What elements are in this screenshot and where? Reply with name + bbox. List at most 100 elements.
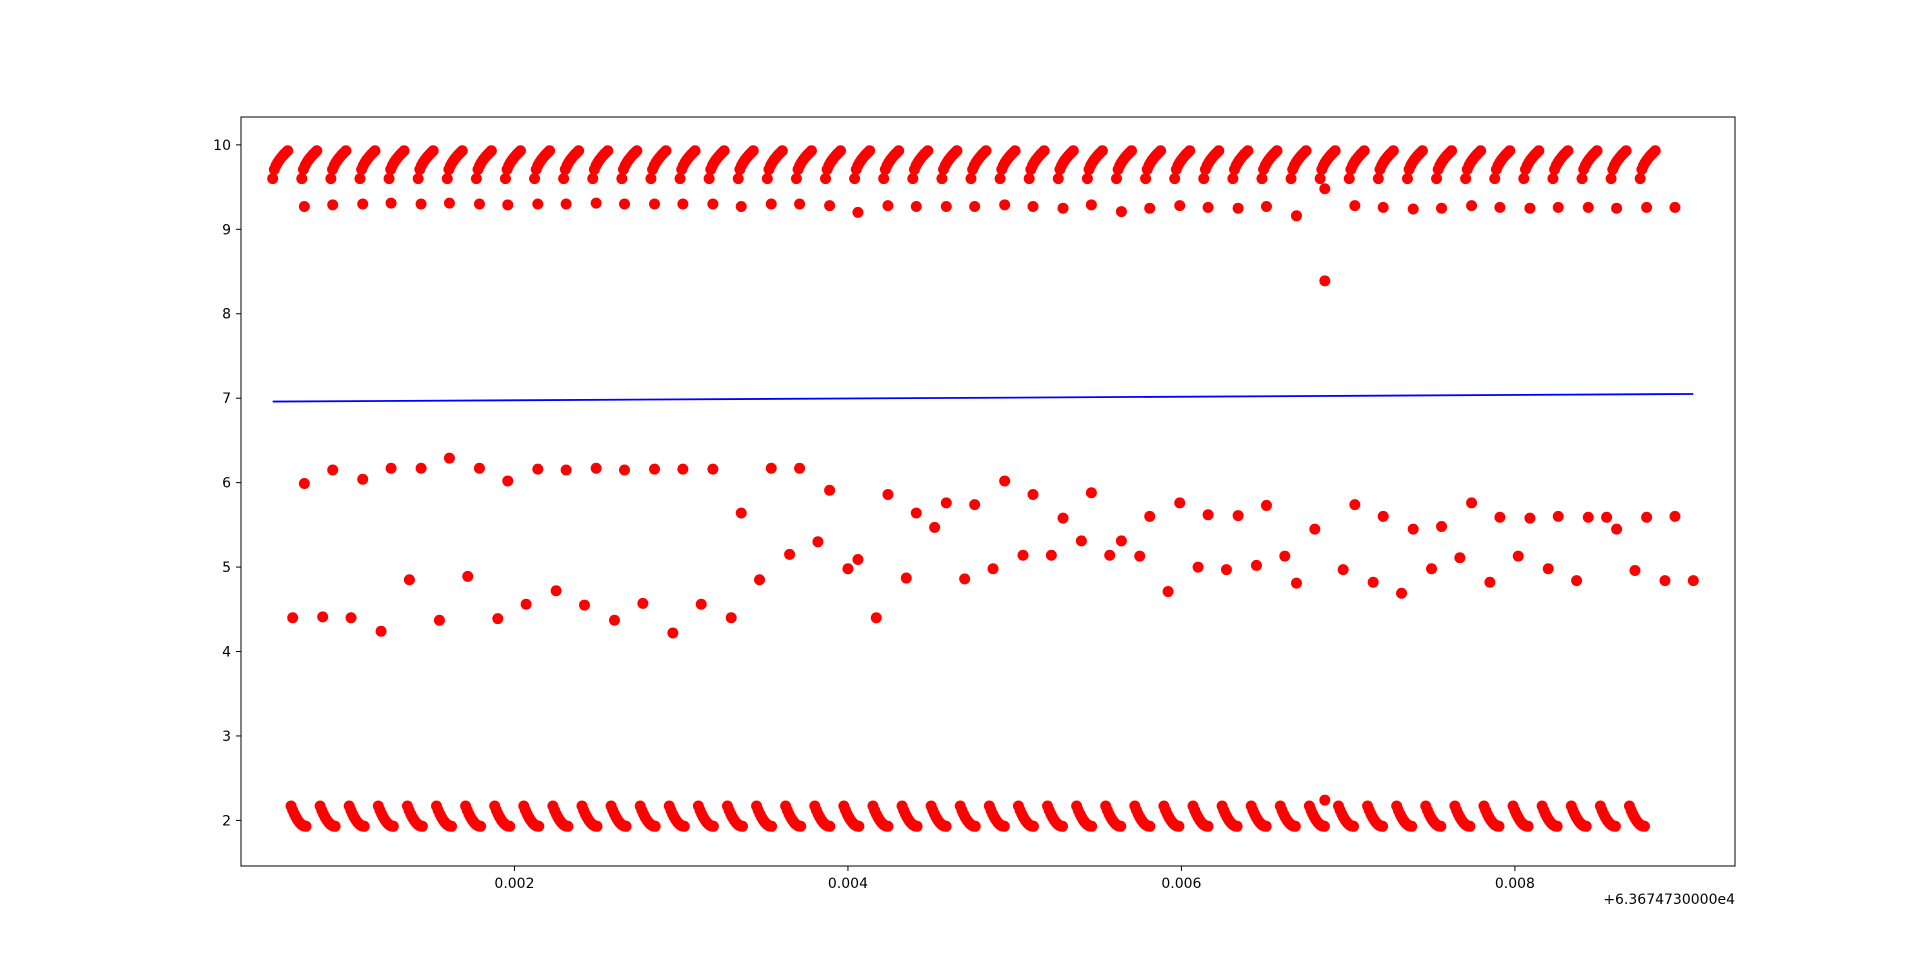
- data-point: [1669, 510, 1681, 522]
- data-point: [1319, 275, 1331, 287]
- data-point: [678, 820, 690, 832]
- data-point: [1337, 564, 1349, 576]
- data-point: [532, 463, 544, 475]
- data-point: [502, 475, 514, 487]
- data-point: [645, 173, 657, 185]
- data-point: [1372, 173, 1384, 185]
- data-point: [707, 820, 719, 832]
- data-point: [1436, 202, 1448, 214]
- data-point: [1319, 183, 1331, 195]
- data-point: [1038, 145, 1050, 157]
- data-point: [999, 199, 1011, 211]
- data-point: [765, 198, 777, 210]
- data-point: [940, 497, 952, 509]
- data-point: [462, 570, 474, 582]
- data-point: [754, 574, 766, 586]
- data-point: [267, 173, 279, 185]
- data-point: [998, 820, 1010, 832]
- data-point: [533, 820, 545, 832]
- data-point: [1057, 202, 1069, 214]
- data-point: [1125, 145, 1137, 157]
- data-point: [573, 145, 585, 157]
- data-point: [1466, 497, 1478, 509]
- data-point: [1542, 563, 1554, 575]
- data-point: [385, 197, 397, 209]
- data-point: [853, 820, 865, 832]
- data-point: [473, 198, 485, 210]
- data-point: [532, 198, 544, 210]
- data-point: [1202, 201, 1214, 213]
- data-point: [893, 145, 905, 157]
- data-point: [473, 462, 485, 474]
- data-point: [1318, 820, 1330, 832]
- data-point: [910, 201, 922, 213]
- data-point: [1169, 173, 1181, 185]
- data-point: [1045, 549, 1057, 561]
- data-point: [1115, 206, 1127, 218]
- data-point: [824, 820, 836, 832]
- data-point: [1052, 173, 1064, 185]
- data-point: [689, 145, 701, 157]
- data-point: [298, 201, 310, 213]
- data-point: [590, 462, 602, 474]
- data-point: [456, 145, 468, 157]
- data-point: [936, 173, 948, 185]
- data-point: [1009, 145, 1021, 157]
- data-point: [1256, 173, 1268, 185]
- data-point: [340, 145, 352, 157]
- data-point: [1349, 200, 1361, 212]
- data-point: [1081, 173, 1093, 185]
- data-point: [1629, 564, 1641, 576]
- data-point: [1466, 200, 1478, 212]
- data-point: [1518, 173, 1530, 185]
- data-point: [1396, 587, 1408, 599]
- data-point: [562, 820, 574, 832]
- data-point: [951, 145, 963, 157]
- y-axis: 2 3 4 5 6 7 8 9 10: [213, 138, 241, 829]
- data-point: [443, 197, 455, 209]
- data-point: [1220, 564, 1232, 576]
- data-point: [403, 574, 415, 586]
- data-point: [1454, 552, 1466, 564]
- data-point: [354, 173, 366, 185]
- data-point: [446, 820, 458, 832]
- data-point: [560, 198, 572, 210]
- data-point: [695, 598, 707, 610]
- y-tick-label: 4: [222, 645, 231, 661]
- data-point: [1533, 145, 1545, 157]
- data-point: [560, 464, 572, 476]
- data-point: [677, 463, 689, 475]
- data-point: [1289, 820, 1301, 832]
- data-point: [387, 820, 399, 832]
- data-point: [1027, 820, 1039, 832]
- data-point: [1192, 561, 1204, 573]
- data-point: [1494, 201, 1506, 213]
- data-point: [1435, 820, 1447, 832]
- data-point: [1641, 201, 1653, 213]
- data-point: [1085, 199, 1097, 211]
- data-point: [1641, 511, 1653, 523]
- data-point: [1611, 523, 1623, 535]
- data-point: [1387, 145, 1399, 157]
- plot-area: [241, 117, 1735, 866]
- data-point: [492, 613, 504, 625]
- data-point: [649, 463, 661, 475]
- data-point: [475, 820, 487, 832]
- data-point: [1115, 820, 1127, 832]
- data-point: [369, 145, 381, 157]
- data-point: [1407, 203, 1419, 215]
- data-point: [441, 173, 453, 185]
- data-point: [882, 820, 894, 832]
- data-point: [1285, 173, 1297, 185]
- y-tick-label: 6: [222, 476, 231, 492]
- data-point: [1649, 145, 1661, 157]
- data-point: [794, 462, 806, 474]
- data-point: [703, 173, 715, 185]
- data-point: [1231, 820, 1243, 832]
- data-point: [667, 627, 679, 639]
- data-point: [415, 462, 427, 474]
- data-point: [1580, 820, 1592, 832]
- data-point: [502, 199, 514, 211]
- x-tick-label: 0.008: [1495, 876, 1535, 892]
